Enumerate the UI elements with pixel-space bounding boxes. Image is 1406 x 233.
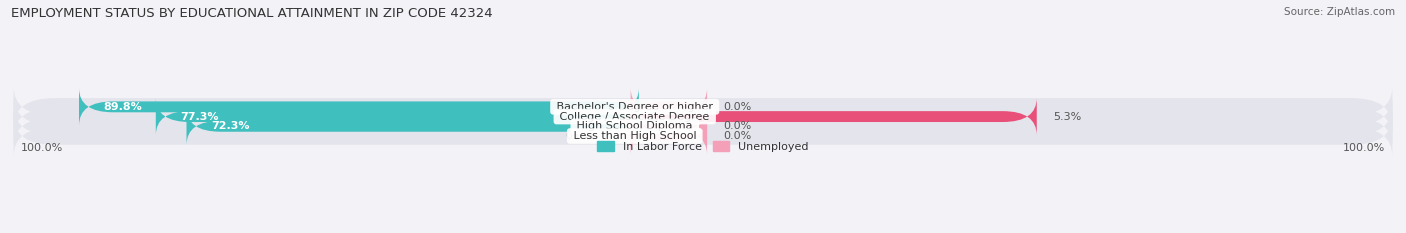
Text: 5.3%: 5.3% [1053, 112, 1081, 122]
Text: 89.8%: 89.8% [104, 102, 142, 112]
Text: Bachelor's Degree or higher: Bachelor's Degree or higher [553, 102, 717, 112]
Text: High School Diploma: High School Diploma [574, 121, 696, 131]
Text: 0.0%: 0.0% [724, 131, 752, 141]
FancyBboxPatch shape [14, 106, 1392, 147]
Text: 100.0%: 100.0% [1343, 143, 1385, 153]
Text: EMPLOYMENT STATUS BY EDUCATIONAL ATTAINMENT IN ZIP CODE 42324: EMPLOYMENT STATUS BY EDUCATIONAL ATTAINM… [11, 7, 494, 20]
Text: College / Associate Degree: College / Associate Degree [557, 112, 713, 122]
FancyBboxPatch shape [14, 96, 1392, 137]
FancyBboxPatch shape [79, 88, 638, 126]
Text: 77.3%: 77.3% [180, 112, 219, 122]
FancyBboxPatch shape [631, 98, 1036, 135]
Text: 0.0%: 0.0% [724, 121, 752, 131]
FancyBboxPatch shape [14, 116, 1392, 156]
FancyBboxPatch shape [156, 98, 638, 135]
FancyBboxPatch shape [631, 117, 707, 155]
Text: 72.3%: 72.3% [211, 121, 250, 131]
Text: 0.0%: 0.0% [724, 102, 752, 112]
FancyBboxPatch shape [14, 86, 1392, 127]
Text: 0.0%: 0.0% [565, 131, 593, 141]
Text: 100.0%: 100.0% [21, 143, 63, 153]
Legend: In Labor Force, Unemployed: In Labor Force, Unemployed [593, 137, 813, 157]
FancyBboxPatch shape [631, 88, 707, 126]
Text: Less than High School: Less than High School [569, 131, 700, 141]
Text: Source: ZipAtlas.com: Source: ZipAtlas.com [1284, 7, 1395, 17]
FancyBboxPatch shape [187, 107, 638, 145]
FancyBboxPatch shape [631, 107, 707, 145]
